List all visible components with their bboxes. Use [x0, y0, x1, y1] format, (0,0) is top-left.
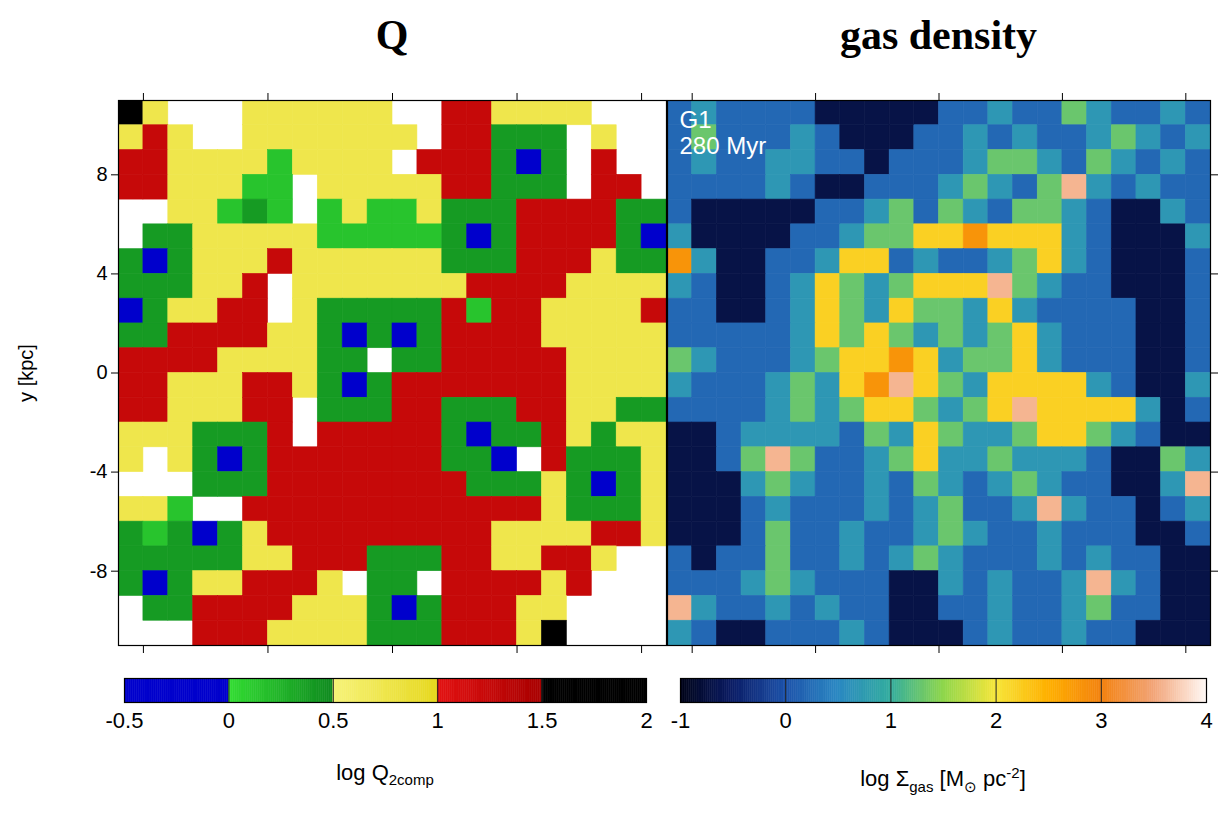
svg-text:-4: -4: [90, 460, 108, 482]
svg-text:4: 4: [1200, 708, 1212, 733]
svg-text:0: 0: [223, 708, 235, 733]
html-text:gas density: gas density: [839, 12, 1038, 58]
svg-text:1: 1: [432, 708, 444, 733]
svg-text:0: 0: [780, 708, 792, 733]
svg-text:1: 1: [885, 708, 897, 733]
svg-text:2: 2: [640, 708, 652, 733]
svg-text:4: 4: [96, 262, 107, 284]
svg-text:-0.5: -0.5: [106, 708, 144, 733]
svg-text:8: 8: [96, 163, 107, 185]
svg-text:-8: -8: [90, 560, 108, 582]
svg-text:1.5: 1.5: [527, 708, 558, 733]
html-text:log Σgas[M⊙pc-2]: log Σgas[M⊙pc-2]: [860, 764, 1026, 795]
svg-text:2: 2: [990, 708, 1002, 733]
svg-text:y [kpc]: y [kpc]: [15, 344, 37, 402]
svg-text:0: 0: [96, 361, 107, 383]
html-text:Q: Q: [375, 12, 409, 58]
svg-text:G1280 Myr: G1280 Myr: [680, 106, 767, 158]
svg-text:3: 3: [1095, 708, 1107, 733]
svg-text:0.5: 0.5: [318, 708, 349, 733]
html-text:log Q2comp: log Q2comp: [336, 760, 434, 789]
svg-text:-1: -1: [671, 708, 691, 733]
